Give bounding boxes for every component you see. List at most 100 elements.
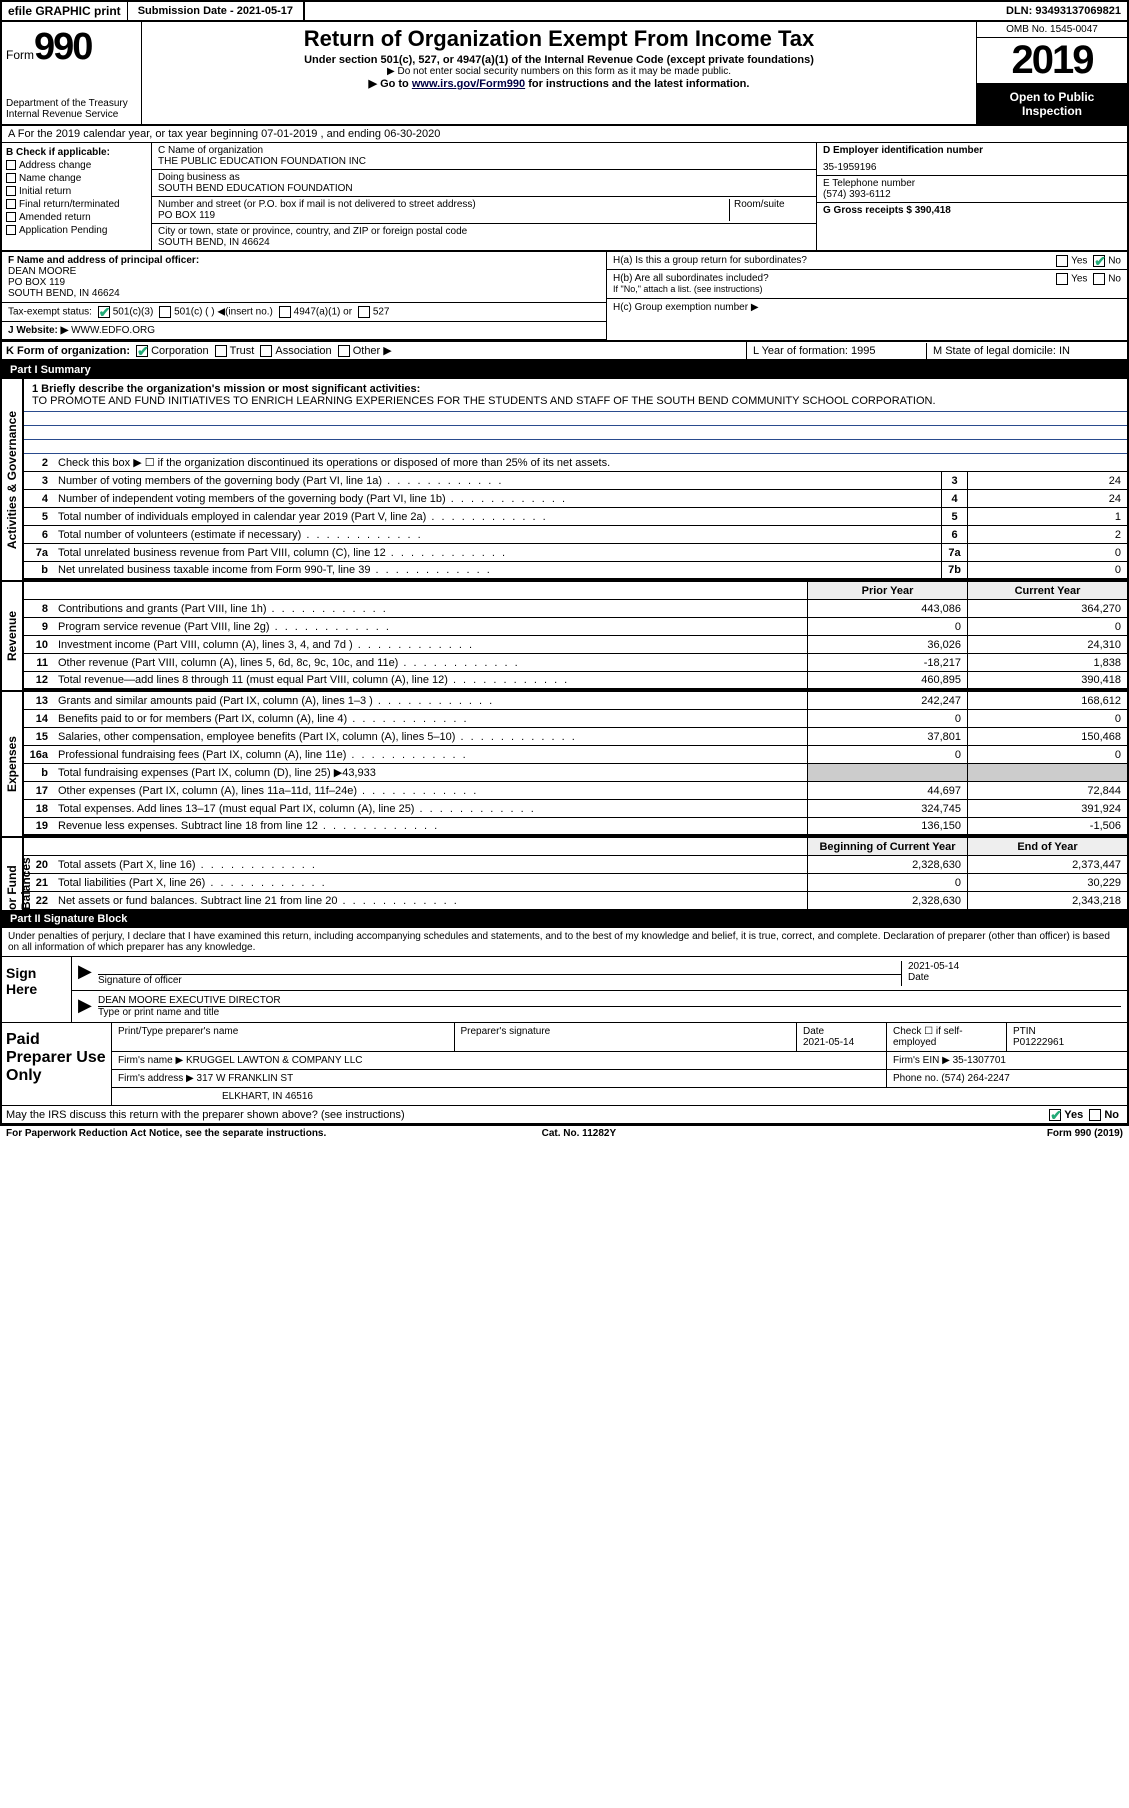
b-opt-3[interactable]: Final return/terminated [6,199,147,210]
k-corp-checkbox[interactable] [136,345,148,357]
phone-value: (574) 393-6112 [823,189,1121,200]
mission-blank-line [24,440,1127,454]
line-box: 3 [941,472,967,489]
prior-year-value: 2,328,630 [807,892,967,909]
header-right: OMB No. 1545-0047 2019 Open to Public In… [977,22,1127,124]
form-number-block: Form 990 [6,26,137,69]
checkbox-501c[interactable] [159,306,171,318]
current-year-value: 391,924 [967,800,1127,817]
officer-addr1: PO BOX 119 [8,277,65,288]
line-num: 5 [24,511,54,523]
b-opt-5[interactable]: Application Pending [6,225,147,236]
e-phone: E Telephone number (574) 393-6112 [817,176,1127,203]
officer-name-row: ▶ DEAN MOORE EXECUTIVE DIRECTOR Type or … [72,991,1127,1022]
line-desc: Number of independent voting members of … [54,491,941,507]
b-opt-0[interactable]: Address change [6,160,147,171]
form-note-2: ▶ Go to www.irs.gov/Form990 for instruct… [150,77,968,90]
table-row: 8 Contributions and grants (Part VIII, l… [24,600,1127,618]
arrow-icon: ▶ [78,995,98,1018]
current-year-value: 1,838 [967,654,1127,671]
row-FHIJK: F Name and address of principal officer:… [2,252,1127,340]
form-subtitle: Under section 501(c), 527, or 4947(a)(1)… [150,54,968,66]
k-trust-checkbox[interactable] [215,345,227,357]
omb-number: OMB No. 1545-0047 [977,22,1127,38]
ha-no-checkbox[interactable] [1093,255,1105,267]
current-year-value: -1,506 [967,818,1127,834]
line-num: 11 [24,657,54,669]
hc-label: H(c) Group exemption number ▶ [613,302,759,313]
b-opt-2[interactable]: Initial return [6,186,147,197]
efile-text: efile GRAPHIC print [8,4,121,18]
line-num: 13 [24,695,54,707]
discuss-label: May the IRS discuss this return with the… [2,1107,947,1123]
self-employed-cell[interactable]: Check ☐ if self-employed [887,1023,1007,1051]
prep-date-cell: Date2021-05-14 [797,1023,887,1051]
hb-no-checkbox[interactable] [1093,273,1105,285]
discuss-yesno: Yes No [947,1109,1127,1121]
line-value: 0 [967,544,1127,561]
gross-receipts: G Gross receipts $ 390,418 [823,205,1121,216]
penalty-text: Under penalties of perjury, I declare th… [2,928,1127,957]
line-desc: Revenue less expenses. Subtract line 18 … [54,818,807,834]
line-value: 2 [967,526,1127,543]
ein-label: D Employer identification number [823,145,1121,156]
blank [54,845,807,849]
current-year-header: Current Year [967,582,1127,599]
sign-here-block: Sign Here ▶ Signature of officer 2021-05… [2,957,1127,1023]
b-opt-1[interactable]: Name change [6,173,147,184]
checkbox-527[interactable] [358,306,370,318]
col-left-fijk: F Name and address of principal officer:… [2,252,607,340]
line-value: 1 [967,508,1127,525]
ptin-cell: PTINP01222961 [1007,1023,1127,1051]
footer-right: Form 990 (2019) [1047,1128,1123,1139]
table-row: 21 Total liabilities (Part X, line 26) 0… [24,874,1127,892]
line-desc: Grants and similar amounts paid (Part IX… [54,693,807,709]
hb-yes-checkbox[interactable] [1056,273,1068,285]
prior-year-value: 242,247 [807,692,967,709]
line-value: 24 [967,472,1127,489]
ein-value: 35-1959196 [823,156,1121,173]
dln-label: DLN: 93493137069821 [1000,3,1127,19]
top-buttons: Submission Date - 2021-05-17 [128,2,305,20]
b-opt-4[interactable]: Amended return [6,212,147,223]
prior-year-value: 460,895 [807,672,967,688]
checkbox-icon[interactable] [6,225,16,235]
current-year-value: 390,418 [967,672,1127,688]
end-year-header: End of Year [967,838,1127,855]
g-receipts: G Gross receipts $ 390,418 [817,203,1127,218]
firm-phone-cell: Phone no. (574) 264-2247 [887,1070,1127,1087]
pg-row-4: ELKHART, IN 46516 [112,1088,1127,1105]
checkbox-501c3[interactable] [98,306,110,318]
checkbox-icon[interactable] [6,173,16,183]
ha-yes-checkbox[interactable] [1056,255,1068,267]
table-row: 17 Other expenses (Part IX, column (A), … [24,782,1127,800]
line-num: 6 [24,529,54,541]
signature-line[interactable] [98,961,901,975]
prior-year-value: -18,217 [807,654,967,671]
discuss-no-checkbox[interactable] [1089,1109,1101,1121]
pg-row-2: Firm's name ▶ KRUGGEL LAWTON & COMPANY L… [112,1052,1127,1070]
k-other-checkbox[interactable] [338,345,350,357]
checkbox-icon[interactable] [6,212,16,222]
current-year-value: 364,270 [967,600,1127,617]
header-row: Form 990 Department of the Treasury Inte… [2,22,1127,126]
header-left: Form 990 Department of the Treasury Inte… [2,22,142,124]
form-title: Return of Organization Exempt From Incom… [150,26,968,52]
checkbox-icon[interactable] [6,199,16,209]
prior-year-value: 324,745 [807,800,967,817]
checkbox-icon[interactable] [6,186,16,196]
line-desc: Program service revenue (Part VIII, line… [54,619,807,635]
checkbox-icon[interactable] [6,160,16,170]
c-name-label: C Name of organization [158,145,810,156]
line-num: 19 [24,820,54,832]
firm-addr-cell: Firm's address ▶ 317 W FRANKLIN ST [112,1070,887,1087]
c-dba: Doing business as SOUTH BEND EDUCATION F… [152,170,816,197]
irs-link[interactable]: www.irs.gov/Form990 [412,78,525,90]
discuss-yes-checkbox[interactable] [1049,1109,1061,1121]
checkbox-4947[interactable] [279,306,291,318]
table-row: 12 Total revenue—add lines 8 through 11 … [24,672,1127,690]
line-num: 18 [24,803,54,815]
prior-year-value: 0 [807,874,967,891]
k-assoc-checkbox[interactable] [260,345,272,357]
line-num: b [24,767,54,779]
